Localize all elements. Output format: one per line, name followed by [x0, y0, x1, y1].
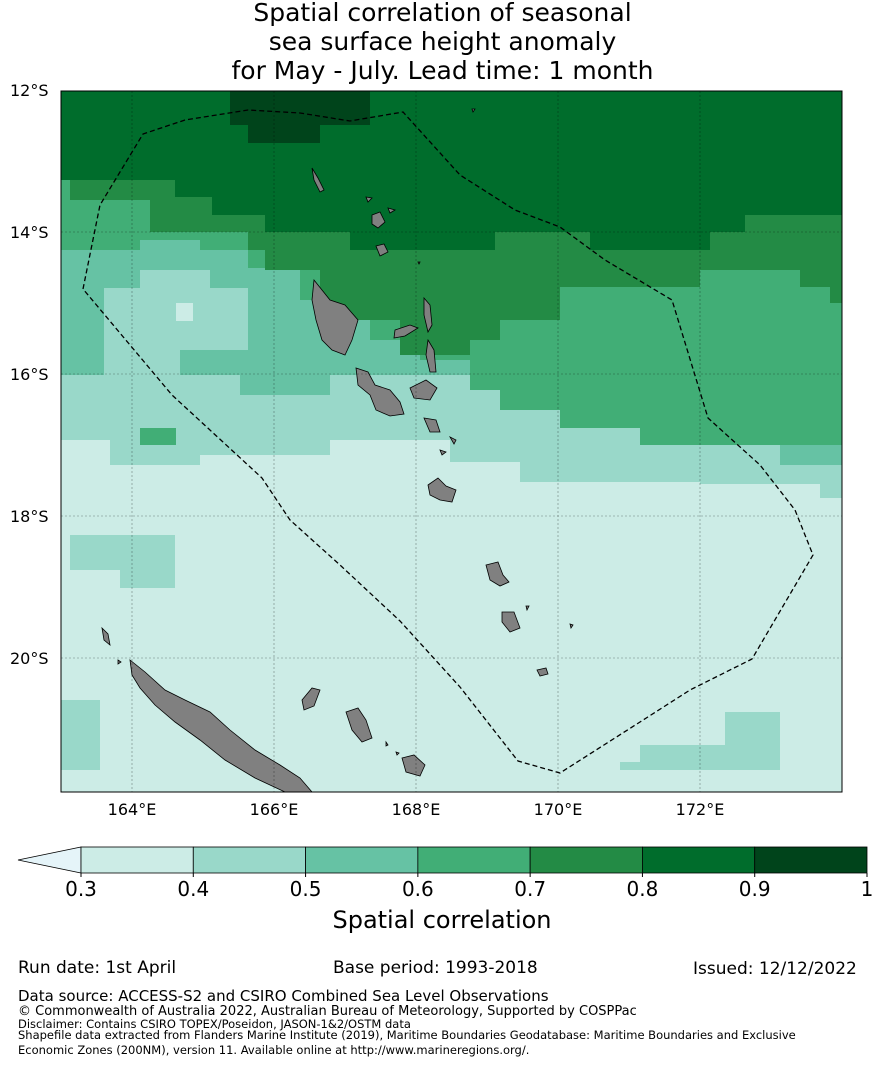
lon-label: 166°E — [250, 800, 299, 819]
colorbar-swatch — [305, 846, 419, 874]
band-0.3 — [61, 445, 842, 792]
new-caledonia-island — [129, 659, 313, 792]
shapefile-note-line-2: Economic Zones (200NM), version 11. Avai… — [18, 1043, 530, 1057]
base-period: Base period: 1993-2018 — [333, 958, 538, 978]
disclaimer-note: Disclaimer: Contains CSIRO TOPEX/Poseido… — [18, 1017, 411, 1031]
lon-label: 172°E — [676, 800, 725, 819]
tanna-island — [501, 611, 521, 633]
map-title-line-1: Spatial correlation of seasonal — [253, 0, 632, 27]
colorbar-swatch — [417, 846, 531, 874]
colorbar-title: Spatial correlation — [332, 906, 551, 934]
colorbar-under-triangle — [17, 846, 82, 874]
run-date: Run date: 1st April — [18, 958, 177, 978]
band-0.9 — [230, 91, 370, 143]
colorbar: 0.3 0.4 0.5 0.6 0.7 0.8 0.9 1 Spatial correlati… — [17, 846, 874, 934]
lat-label: 12°S — [10, 81, 49, 100]
colorbar-tick-label: 0.9 — [739, 877, 771, 901]
lon-label: 168°E — [392, 800, 441, 819]
data-source-note: Data source: ACCESS-S2 and CSIRO Combine… — [18, 987, 549, 1005]
lon-label: 164°E — [108, 800, 157, 819]
lat-label: 16°S — [10, 365, 49, 384]
espiritu-santo-island — [311, 278, 359, 356]
colorbar-tick-label: 0.7 — [514, 877, 546, 901]
lon-label: 170°E — [534, 800, 583, 819]
map-title-line-3: for May - July. Lead time: 1 month — [231, 56, 654, 85]
erromango-island — [485, 561, 510, 587]
colorbar-swatch — [642, 846, 756, 874]
colorbar-swatch — [754, 846, 868, 874]
map-frame — [60, 90, 843, 793]
issued-date: Issued: 12/12/2022 — [693, 959, 857, 979]
colorbar-swatch — [192, 846, 306, 874]
colorbar-swatch — [529, 846, 643, 874]
map-figure: 12°S 14°S 16°S 18°S 20°S 164°E 166°E 168… — [10, 81, 874, 934]
copyright-note: © Commonwealth of Australia 2022, Austra… — [18, 1004, 637, 1019]
colorbar-tick-label: 0.8 — [627, 877, 659, 901]
lat-label: 14°S — [10, 223, 49, 242]
colorbar-swatch — [80, 846, 194, 874]
shapefile-note-line-1: Shapefile data extracted from Flanders M… — [18, 1028, 796, 1042]
colorbar-tick-label: 1 — [861, 877, 874, 901]
map-title-line-2: sea surface height anomaly — [268, 27, 617, 56]
colorbar-tick-label: 0.3 — [65, 877, 97, 901]
efate-island — [427, 477, 457, 503]
gridlines — [61, 91, 842, 792]
colorbar-tick-label: 0.5 — [290, 877, 322, 901]
lat-label: 18°S — [10, 507, 49, 526]
lat-label: 20°S — [10, 649, 49, 668]
land-masses — [101, 108, 574, 792]
malakula-island — [355, 367, 405, 417]
colorbar-tick-label: 0.4 — [177, 877, 209, 901]
colorbar-tick-label: 0.6 — [402, 877, 434, 901]
correlation-field — [61, 91, 842, 792]
